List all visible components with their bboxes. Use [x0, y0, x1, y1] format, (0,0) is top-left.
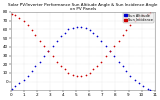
Point [125, 70, 127, 72]
Point [138, 83, 140, 84]
Point [149, 12, 152, 14]
Point [34, 65, 36, 67]
Point [18, 17, 21, 19]
Point [22, 21, 25, 22]
Point [56, 61, 58, 62]
Point [18, 83, 21, 84]
Point [76, 75, 78, 76]
Point [51, 45, 54, 47]
Point [43, 56, 45, 57]
Point [92, 32, 94, 34]
Point [113, 56, 116, 57]
Point [96, 36, 98, 37]
Point [142, 85, 144, 87]
Point [47, 50, 49, 52]
Point [80, 26, 83, 28]
Point [43, 45, 45, 47]
Point [113, 45, 116, 47]
Point [92, 69, 94, 70]
Point [67, 28, 70, 30]
Point [117, 40, 120, 42]
Point [138, 17, 140, 19]
Point [71, 74, 74, 76]
Point [89, 72, 91, 74]
Point [117, 61, 120, 62]
Point [146, 13, 149, 14]
Point [60, 65, 62, 67]
Point [71, 27, 74, 28]
Point [60, 36, 62, 37]
Title: Solar PV/Inverter Performance Sun Altitude Angle & Sun Incidence Angle on PV Pan: Solar PV/Inverter Performance Sun Altitu… [8, 3, 157, 11]
Point [27, 24, 29, 26]
Point [34, 35, 36, 36]
Point [100, 40, 103, 42]
Point [22, 79, 25, 81]
Point [142, 15, 144, 16]
Point [67, 72, 70, 74]
Point [56, 40, 58, 42]
Point [14, 85, 16, 87]
Point [122, 35, 124, 36]
Point [51, 56, 54, 57]
Point [96, 65, 98, 67]
Point [104, 45, 107, 47]
Point [133, 79, 136, 81]
Point [125, 29, 127, 31]
Point [149, 89, 152, 90]
Point [89, 29, 91, 31]
Point [11, 88, 14, 90]
Point [109, 50, 111, 52]
Point [14, 15, 16, 16]
Point [27, 76, 29, 77]
Point [31, 29, 34, 31]
Point [109, 50, 111, 52]
Point [11, 13, 14, 14]
Point [84, 74, 87, 76]
Point [76, 26, 78, 28]
Point [31, 70, 34, 72]
Point [100, 61, 103, 62]
Point [129, 76, 132, 77]
Point [129, 24, 132, 26]
Point [64, 32, 67, 34]
Point [133, 21, 136, 22]
Point [38, 61, 41, 62]
Point [80, 75, 83, 76]
Point [38, 40, 41, 42]
Point [146, 88, 149, 90]
Point [122, 65, 124, 67]
Point [64, 69, 67, 70]
Point [104, 56, 107, 57]
Point [84, 27, 87, 28]
Point [47, 50, 49, 52]
Legend: Sun Altitude, Sun Incidence: Sun Altitude, Sun Incidence [123, 13, 154, 23]
